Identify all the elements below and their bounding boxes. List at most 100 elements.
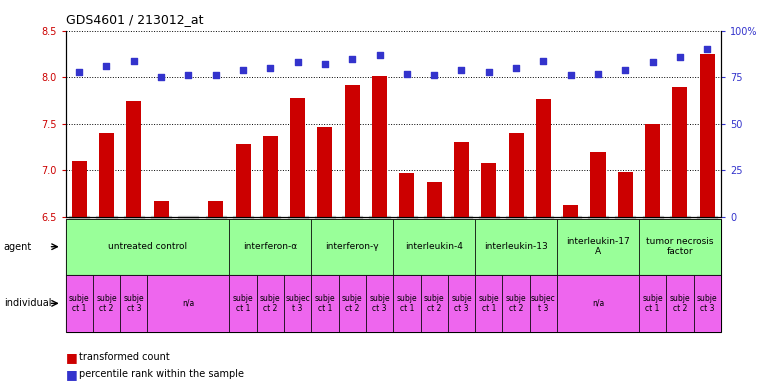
Text: subje
ct 2: subje ct 2	[424, 294, 445, 313]
Text: subje
ct 1: subje ct 1	[69, 294, 89, 313]
Bar	[639, 219, 721, 275]
Bar	[393, 219, 475, 275]
Point	[701, 46, 713, 52]
Text: subje
ct 1: subje ct 1	[396, 294, 417, 313]
Text: ■: ■	[66, 368, 77, 381]
Text: subje
ct 1: subje ct 1	[479, 294, 499, 313]
Bar	[257, 275, 284, 332]
Bar	[318, 127, 332, 217]
Bar	[591, 152, 605, 217]
Bar	[147, 275, 230, 332]
Bar	[563, 205, 578, 217]
Bar	[536, 99, 551, 217]
Bar	[230, 275, 257, 332]
Text: interleukin-13: interleukin-13	[484, 242, 548, 251]
Bar	[530, 275, 557, 332]
Bar	[230, 219, 311, 275]
Bar	[66, 219, 230, 275]
Point	[182, 72, 194, 78]
Point	[346, 56, 359, 62]
Text: agent: agent	[4, 242, 32, 252]
Bar	[66, 275, 93, 332]
Text: tumor necrosis
factor: tumor necrosis factor	[646, 237, 714, 257]
Bar	[454, 142, 469, 217]
Text: subje
ct 2: subje ct 2	[506, 294, 527, 313]
Bar	[99, 133, 114, 217]
Bar	[557, 275, 639, 332]
Point	[318, 61, 331, 67]
Bar	[639, 275, 666, 332]
Text: interferon-α: interferon-α	[243, 242, 298, 251]
Text: GDS4601 / 213012_at: GDS4601 / 213012_at	[66, 13, 203, 26]
Bar	[420, 275, 448, 332]
Point	[373, 52, 386, 58]
Text: subjec
t 3: subjec t 3	[285, 294, 310, 313]
Text: ■: ■	[66, 351, 77, 364]
Point	[510, 65, 522, 71]
Text: subje
ct 2: subje ct 2	[260, 294, 281, 313]
Text: subje
ct 2: subje ct 2	[342, 294, 362, 313]
Bar	[694, 275, 721, 332]
Point	[483, 69, 495, 75]
Text: n/a: n/a	[592, 299, 604, 308]
Bar	[666, 275, 694, 332]
Point	[564, 72, 577, 78]
Point	[456, 67, 468, 73]
Point	[291, 59, 304, 65]
Bar	[393, 275, 420, 332]
Point	[674, 54, 686, 60]
Bar	[290, 98, 305, 217]
Point	[537, 58, 550, 64]
Bar	[557, 219, 639, 275]
Bar	[153, 201, 169, 217]
Point	[592, 71, 604, 77]
Bar	[481, 163, 497, 217]
Bar	[475, 275, 503, 332]
Point	[73, 69, 86, 75]
Bar	[345, 85, 360, 217]
Bar	[645, 124, 660, 217]
Bar	[311, 275, 338, 332]
Text: subjec
t 3: subjec t 3	[531, 294, 556, 313]
Bar	[208, 201, 224, 217]
Point	[210, 72, 222, 78]
Bar	[338, 275, 366, 332]
Text: subje
ct 3: subje ct 3	[369, 294, 390, 313]
Point	[401, 71, 413, 77]
Point	[237, 67, 249, 73]
Bar	[448, 275, 475, 332]
Text: subje
ct 3: subje ct 3	[451, 294, 472, 313]
Point	[646, 59, 658, 65]
Text: subje
ct 1: subje ct 1	[315, 294, 335, 313]
Bar	[672, 87, 688, 217]
Bar	[475, 219, 557, 275]
Bar	[399, 173, 414, 217]
Bar	[618, 172, 633, 217]
Bar	[235, 144, 251, 217]
Point	[264, 65, 277, 71]
Bar	[284, 275, 311, 332]
Point	[155, 74, 167, 80]
Bar	[93, 275, 120, 332]
Text: subje
ct 3: subje ct 3	[697, 294, 718, 313]
Text: interleukin-17
A: interleukin-17 A	[566, 237, 630, 257]
Bar	[509, 133, 524, 217]
Bar	[700, 54, 715, 217]
Text: interleukin-4: interleukin-4	[406, 242, 463, 251]
Text: interferon-γ: interferon-γ	[325, 242, 379, 251]
Text: subje
ct 2: subje ct 2	[96, 294, 117, 313]
Bar	[503, 275, 530, 332]
Text: transformed count: transformed count	[79, 352, 170, 362]
Text: subje
ct 1: subje ct 1	[233, 294, 254, 313]
Point	[619, 67, 631, 73]
Point	[128, 58, 140, 64]
Bar	[126, 101, 141, 217]
Text: n/a: n/a	[182, 299, 194, 308]
Bar	[426, 182, 442, 217]
Bar	[366, 275, 393, 332]
Bar	[263, 136, 278, 217]
Text: subje
ct 1: subje ct 1	[642, 294, 663, 313]
Text: subje
ct 2: subje ct 2	[669, 294, 690, 313]
Bar	[311, 219, 393, 275]
Bar	[72, 161, 86, 217]
